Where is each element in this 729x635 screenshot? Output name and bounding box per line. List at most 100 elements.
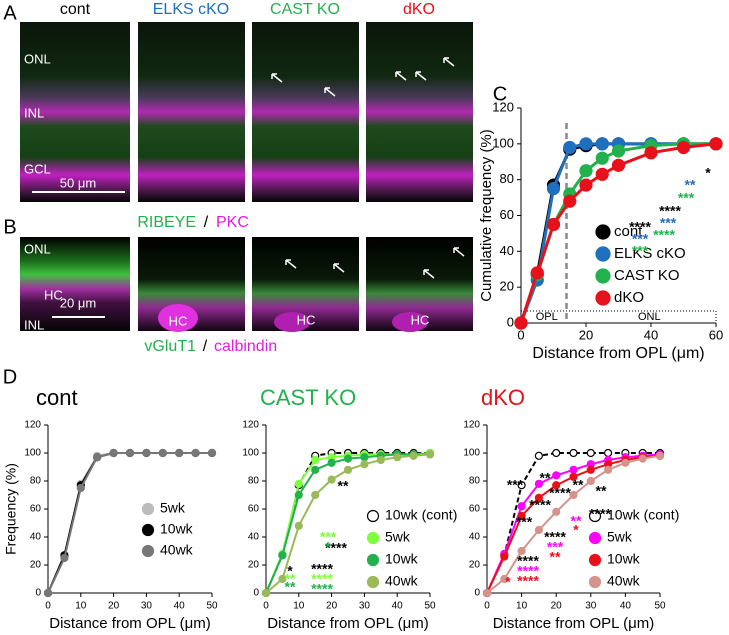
data-point bbox=[552, 448, 561, 458]
data-point bbox=[517, 546, 526, 556]
data-point bbox=[563, 140, 577, 155]
legend-label: 5wk bbox=[385, 529, 411, 545]
y-tick-label: 40 bbox=[248, 532, 260, 543]
data-point bbox=[579, 178, 593, 192]
stain-caption: calbindin bbox=[214, 338, 277, 355]
data-point bbox=[343, 465, 353, 474]
data-point bbox=[409, 451, 418, 460]
significance: **** bbox=[311, 581, 333, 597]
y-tick-label: 20 bbox=[248, 560, 260, 571]
data-point bbox=[109, 448, 118, 458]
micrograph bbox=[138, 22, 245, 202]
significance: ** bbox=[285, 579, 296, 595]
data-point bbox=[569, 448, 578, 458]
significance: **** bbox=[653, 227, 675, 243]
y-tick-label: 60 bbox=[248, 504, 260, 515]
stain-title: PKC bbox=[216, 214, 249, 231]
y-tick-label: 0 bbox=[253, 588, 259, 599]
significance: **** bbox=[325, 540, 347, 556]
data-point bbox=[43, 588, 53, 598]
x-tick-label: 20 bbox=[551, 601, 563, 612]
legend-marker bbox=[141, 502, 155, 516]
significance: **** bbox=[517, 563, 539, 579]
data-point bbox=[294, 479, 303, 488]
panel-a-images bbox=[20, 22, 473, 202]
y-tick-label: 0 bbox=[35, 588, 41, 599]
significance: ** bbox=[685, 177, 696, 193]
y-tick-label: 0 bbox=[507, 314, 514, 329]
data-point bbox=[552, 471, 561, 480]
y-tick-label: 40 bbox=[469, 532, 481, 543]
x-tick-label: 40 bbox=[392, 601, 404, 612]
data-point bbox=[425, 450, 435, 459]
legend-label: 40wk bbox=[385, 573, 419, 589]
x-tick-label: 10 bbox=[516, 601, 528, 612]
series-line bbox=[486, 452, 660, 594]
legend-marker bbox=[366, 553, 380, 567]
y-tick-label: 120 bbox=[492, 99, 514, 114]
significance: * bbox=[325, 539, 331, 555]
arrows bbox=[271, 57, 455, 97]
legend-marker bbox=[588, 575, 602, 589]
data-point bbox=[294, 521, 303, 530]
data-point bbox=[376, 455, 385, 465]
legend-marker bbox=[595, 224, 611, 240]
y-tick-label: 0 bbox=[474, 588, 480, 599]
hc-cell bbox=[158, 304, 198, 332]
y-tick-label: 80 bbox=[30, 476, 42, 487]
legend-marker bbox=[366, 575, 380, 589]
legend-label: 5wk bbox=[160, 500, 186, 516]
panel-letter: D bbox=[3, 366, 17, 388]
data-point bbox=[603, 448, 613, 458]
data-point bbox=[60, 553, 69, 563]
x-tick-label: 20 bbox=[326, 601, 338, 612]
x-tick-label: 30 bbox=[141, 601, 153, 612]
x-axis-label: Distance from OPL (μm) bbox=[49, 615, 210, 632]
scale-label: 20 μm bbox=[60, 295, 96, 310]
legend-label: 5wk bbox=[607, 529, 633, 545]
data-point bbox=[142, 448, 151, 458]
legend-label: 10wk bbox=[160, 521, 194, 537]
y-axis-label: Cumulative frequency (%) bbox=[478, 129, 495, 302]
y-tick-label: 120 bbox=[463, 420, 480, 431]
data-point bbox=[311, 490, 320, 500]
data-point bbox=[191, 448, 200, 458]
significance: ** bbox=[338, 478, 349, 494]
data-point bbox=[611, 144, 626, 158]
significance: ** bbox=[573, 477, 584, 493]
data-point bbox=[563, 194, 577, 208]
data-point bbox=[595, 167, 609, 181]
data-point bbox=[546, 182, 561, 196]
x-tick-label: 0 bbox=[517, 327, 524, 342]
y-tick-label: 120 bbox=[24, 420, 41, 431]
legend-marker bbox=[595, 290, 611, 306]
data-point bbox=[569, 465, 578, 474]
data-point bbox=[294, 490, 303, 500]
x-tick-label: 0 bbox=[263, 601, 269, 612]
y-tick-label: 40 bbox=[30, 532, 42, 543]
data-point bbox=[569, 490, 578, 500]
y-tick-label: 60 bbox=[469, 504, 481, 515]
significance: **** bbox=[629, 219, 651, 235]
y-tick-label: 40 bbox=[500, 243, 514, 258]
micrograph bbox=[252, 237, 359, 331]
data-point bbox=[125, 448, 135, 458]
data-point bbox=[621, 458, 630, 467]
y-tick-label: 120 bbox=[242, 420, 259, 431]
series-line bbox=[519, 142, 717, 324]
data-point bbox=[530, 266, 544, 280]
significance: **** bbox=[311, 571, 333, 587]
hc-cell bbox=[274, 312, 310, 332]
data-point bbox=[482, 588, 492, 598]
stain-caption: vGluT1 bbox=[144, 338, 196, 355]
data-point bbox=[343, 454, 353, 463]
legend-label: 10wk (cont) bbox=[607, 507, 679, 523]
legend-label: cont bbox=[614, 223, 643, 240]
data-point bbox=[579, 164, 593, 178]
significance: * bbox=[573, 522, 579, 538]
x-tick-label: 50 bbox=[654, 601, 666, 612]
data-point bbox=[546, 217, 561, 232]
significance: *** bbox=[678, 190, 695, 206]
significance: **** bbox=[589, 506, 611, 522]
